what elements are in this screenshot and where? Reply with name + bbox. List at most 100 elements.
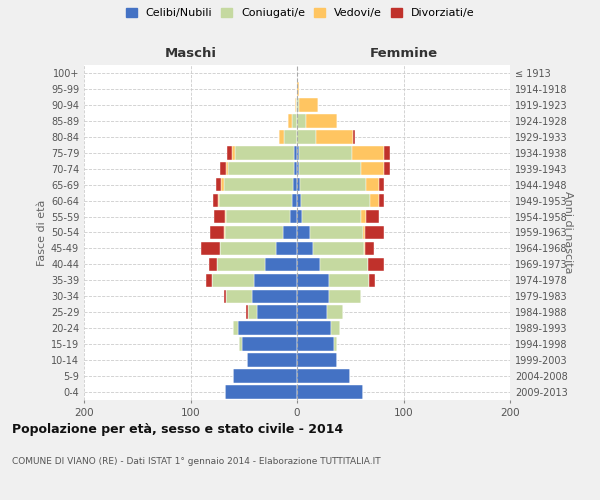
Bar: [297, 370, 350, 383]
Text: Femmine: Femmine: [370, 47, 437, 60]
Bar: [218, 194, 219, 207]
Bar: [293, 178, 297, 192]
Bar: [370, 274, 375, 287]
Bar: [310, 226, 363, 239]
Bar: [297, 114, 305, 128]
Bar: [297, 194, 301, 207]
Bar: [265, 258, 297, 271]
Bar: [220, 162, 226, 175]
Bar: [217, 258, 265, 271]
Bar: [224, 385, 297, 399]
Bar: [329, 290, 361, 303]
Bar: [279, 130, 284, 143]
Bar: [233, 322, 238, 335]
Bar: [352, 146, 385, 160]
Bar: [289, 114, 292, 128]
Bar: [297, 338, 334, 351]
Bar: [209, 226, 224, 239]
Bar: [226, 290, 252, 303]
Bar: [297, 130, 316, 143]
Bar: [327, 306, 343, 319]
Bar: [235, 146, 294, 160]
Bar: [363, 226, 365, 239]
Bar: [379, 178, 385, 192]
Bar: [242, 338, 297, 351]
Bar: [247, 354, 297, 367]
Bar: [206, 274, 212, 287]
Bar: [320, 258, 368, 271]
Bar: [297, 226, 310, 239]
Bar: [334, 338, 337, 351]
Bar: [224, 178, 293, 192]
Bar: [209, 258, 217, 271]
Bar: [297, 322, 331, 335]
Bar: [299, 98, 319, 112]
Bar: [296, 98, 297, 112]
Bar: [224, 210, 226, 224]
Text: Maschi: Maschi: [164, 47, 217, 60]
Bar: [232, 146, 235, 160]
Bar: [297, 258, 320, 271]
Bar: [219, 194, 292, 207]
Legend: Celibi/Nubili, Coniugati/e, Vedovi/e, Divorziati/e: Celibi/Nubili, Coniugati/e, Vedovi/e, Di…: [124, 6, 476, 20]
Bar: [248, 306, 257, 319]
Bar: [297, 385, 363, 399]
Bar: [370, 194, 379, 207]
Bar: [297, 146, 299, 160]
Bar: [276, 242, 297, 255]
Bar: [305, 114, 337, 128]
Bar: [366, 178, 379, 192]
Bar: [297, 162, 299, 175]
Bar: [292, 194, 297, 207]
Bar: [368, 258, 385, 271]
Text: Popolazione per età, sesso e stato civile - 2014: Popolazione per età, sesso e stato civil…: [12, 422, 343, 436]
Bar: [294, 162, 297, 175]
Bar: [290, 210, 297, 224]
Bar: [302, 210, 361, 224]
Bar: [301, 194, 370, 207]
Bar: [221, 178, 224, 192]
Bar: [213, 194, 218, 207]
Bar: [299, 162, 361, 175]
Bar: [361, 162, 385, 175]
Bar: [214, 210, 224, 224]
Bar: [366, 210, 379, 224]
Bar: [297, 210, 302, 224]
Bar: [228, 162, 294, 175]
Bar: [294, 146, 297, 160]
Bar: [299, 146, 352, 160]
Bar: [297, 242, 313, 255]
Bar: [224, 226, 283, 239]
Bar: [365, 242, 374, 255]
Bar: [297, 178, 300, 192]
Bar: [379, 194, 385, 207]
Bar: [331, 322, 340, 335]
Bar: [226, 162, 228, 175]
Bar: [233, 370, 297, 383]
Bar: [313, 242, 364, 255]
Bar: [246, 306, 248, 319]
Bar: [239, 338, 242, 351]
Bar: [283, 226, 297, 239]
Text: COMUNE DI VIANO (RE) - Dati ISTAT 1° gennaio 2014 - Elaborazione TUTTITALIA.IT: COMUNE DI VIANO (RE) - Dati ISTAT 1° gen…: [12, 458, 380, 466]
Bar: [201, 242, 220, 255]
Bar: [297, 98, 299, 112]
Bar: [212, 274, 254, 287]
Bar: [385, 146, 389, 160]
Bar: [297, 82, 299, 96]
Bar: [226, 210, 290, 224]
Bar: [257, 306, 297, 319]
Bar: [254, 274, 297, 287]
Bar: [353, 130, 355, 143]
Bar: [316, 130, 353, 143]
Bar: [295, 98, 296, 112]
Bar: [224, 290, 226, 303]
Bar: [284, 130, 297, 143]
Bar: [216, 178, 221, 192]
Bar: [364, 242, 365, 255]
Bar: [300, 178, 366, 192]
Bar: [297, 290, 329, 303]
Bar: [252, 290, 297, 303]
Bar: [227, 146, 232, 160]
Bar: [238, 322, 297, 335]
